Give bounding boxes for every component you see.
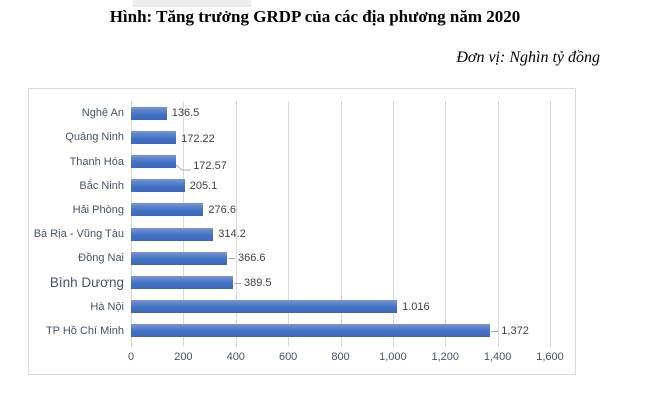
top-artifact-bar xyxy=(133,0,251,7)
gridline xyxy=(392,101,394,347)
category-label: Nghệ An xyxy=(81,107,124,120)
bar xyxy=(131,179,185,193)
data-label: 172.57 xyxy=(193,159,227,172)
data-label-leader-line xyxy=(491,330,499,332)
gridline xyxy=(340,101,342,347)
data-label: 314.2 xyxy=(218,228,246,241)
unit-note: Đơn vị: Nghìn tỷ đồng xyxy=(456,49,600,66)
x-axis-tick-label: 600 xyxy=(278,351,298,363)
bar xyxy=(131,106,167,120)
data-label-leader-line xyxy=(175,161,192,179)
gridline xyxy=(288,101,290,347)
gridline xyxy=(550,101,551,347)
bar xyxy=(131,227,214,241)
data-label-leader-line xyxy=(234,282,241,284)
bar xyxy=(131,155,177,168)
x-axis-tick-label: 400 xyxy=(226,351,245,363)
gridline xyxy=(131,101,132,347)
gridline xyxy=(235,101,237,347)
chart-container: 0 200 400 600 800 1,000 1,200 1,400 1,600 Nghệ An… xyxy=(28,88,576,375)
category-label: Bà Rịa - Vũng Tàu xyxy=(33,228,124,241)
data-label: 1.016 xyxy=(402,300,430,313)
x-axis-tick-label: 1,600 xyxy=(536,351,564,363)
category-label: Thanh Hóa xyxy=(69,155,124,168)
category-label: Hải Phòng xyxy=(72,203,124,216)
chart-title: Hình: Tăng trưởng GRDP của các địa phươn… xyxy=(109,7,521,26)
bar xyxy=(131,130,177,144)
x-axis-tick-label: 0 xyxy=(127,351,135,363)
gridline xyxy=(497,101,499,347)
category-label: Hà Nội xyxy=(90,300,124,313)
category-label: Đồng Nai xyxy=(78,252,124,265)
bar xyxy=(131,324,491,338)
category-label: TP Hồ Chí Minh xyxy=(45,324,124,337)
x-axis-tick-label: 1,400 xyxy=(483,351,512,363)
bar xyxy=(131,300,398,314)
data-label: 205.1 xyxy=(189,179,218,192)
gridline xyxy=(445,101,447,347)
x-axis-tick-label: 800 xyxy=(331,351,350,363)
data-label: 389.5 xyxy=(244,276,272,289)
x-axis-tick-label: 1,000 xyxy=(379,351,407,363)
data-label: 366.6 xyxy=(238,252,266,265)
x-axis-tick-label: 1,200 xyxy=(431,351,460,363)
category-label: Bình Dương xyxy=(49,275,124,290)
category-label: Bắc Ninh xyxy=(79,179,124,192)
bar xyxy=(131,276,233,289)
bar xyxy=(131,251,227,265)
data-label: 1,372 xyxy=(501,324,529,337)
category-label: Quảng Ninh xyxy=(65,131,124,144)
gridline xyxy=(183,101,185,347)
data-label: 136.5 xyxy=(171,107,200,120)
data-label: 172.22 xyxy=(181,133,215,146)
x-axis-tick-label: 200 xyxy=(174,351,193,363)
data-label-leader-line xyxy=(228,258,235,260)
bar xyxy=(131,203,204,217)
data-label: 276.6 xyxy=(208,203,236,216)
